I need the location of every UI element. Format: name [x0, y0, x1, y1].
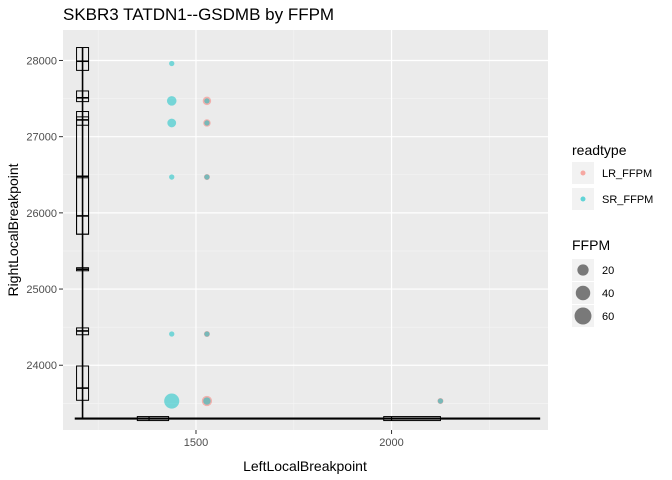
- box: [76, 47, 90, 71]
- data-point: [204, 331, 210, 337]
- legend-title: readtype: [572, 142, 627, 158]
- legend-symbol: [577, 264, 589, 276]
- box: [76, 177, 90, 235]
- y-tick-label: 27000: [26, 132, 57, 144]
- plot-panel: [63, 30, 548, 430]
- y-tick-label: 28000: [26, 55, 57, 67]
- data-point: [167, 118, 177, 128]
- x-axis-title: LeftLocalBreakpoint: [243, 458, 367, 474]
- legend-symbol: [580, 170, 586, 176]
- data-points: [164, 60, 444, 409]
- chart-title: SKBR3 TATDN1--GSDMB by FFPM: [63, 5, 334, 24]
- legend-label: SR_FFPM: [602, 194, 653, 206]
- y-tick-label: 24000: [26, 360, 57, 372]
- legend-label: 60: [602, 311, 614, 323]
- data-point: [437, 398, 444, 404]
- breakpoint-boxes: [74, 47, 541, 422]
- y-axis: 24000 25000 26000 27000 28000: [26, 55, 63, 372]
- legend-symbol: [574, 307, 592, 325]
- y-tick-label: 25000: [26, 284, 57, 296]
- box: [76, 365, 90, 401]
- y-tick-label: 26000: [26, 208, 57, 220]
- box: [383, 416, 441, 422]
- x-tick-label: 1500: [184, 437, 208, 449]
- data-point: [203, 397, 211, 405]
- legend-title: FFPM: [572, 237, 610, 253]
- data-point: [204, 120, 210, 126]
- box: [76, 90, 90, 103]
- legend-symbol: [580, 196, 586, 202]
- data-point: [204, 174, 210, 180]
- data-point: [169, 60, 175, 67]
- legend-label: 20: [602, 265, 614, 277]
- legend-label: 40: [602, 288, 614, 300]
- legend-symbol: [575, 285, 591, 301]
- y-axis-title: RightLocalBreakpoint: [5, 163, 21, 296]
- box: [136, 416, 170, 422]
- x-axis: 1500 2000: [184, 430, 404, 449]
- data-point: [166, 96, 177, 106]
- grid: [63, 30, 548, 430]
- x-tick-label: 2000: [379, 437, 403, 449]
- data-point: [204, 98, 210, 104]
- legend-label: LR_FFPM: [602, 168, 652, 180]
- data-point: [169, 331, 175, 337]
- legend: readtype LR_FFPM SR_FFPM FFPM 20 40 60: [572, 142, 653, 327]
- data-point: [169, 174, 175, 180]
- data-point: [164, 393, 180, 409]
